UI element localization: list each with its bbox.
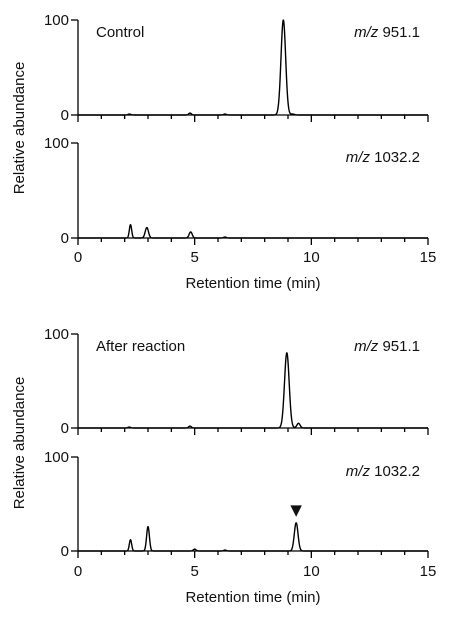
mz-prefix: m/z: [346, 149, 371, 166]
mz-value: 951.1: [378, 24, 420, 41]
y-tick-label: 0: [61, 107, 69, 124]
y-axis-title: Relative abundance: [11, 377, 28, 510]
x-tick-label: 5: [190, 249, 198, 266]
x-tick-label: 0: [74, 563, 82, 580]
mz-label: m/z 1032.2: [346, 463, 420, 480]
mz-value: 1032.2: [370, 149, 420, 166]
x-tick-label: 5: [190, 563, 198, 580]
y-tick-label: 100: [44, 326, 69, 343]
condition-label: Control: [96, 24, 144, 41]
y-tick-label: 100: [44, 449, 69, 466]
x-axis-title: Retention time (min): [185, 275, 320, 292]
x-axis-title: Retention time (min): [185, 589, 320, 606]
y-tick-label: 0: [61, 543, 69, 560]
condition-label: After reaction: [96, 338, 185, 355]
mz-label: m/z 951.1: [354, 24, 420, 41]
mz-prefix: m/z: [354, 338, 379, 355]
x-tick-label: 10: [303, 249, 320, 266]
peak-marker-arrow: ▼: [290, 501, 302, 519]
mz-label: m/z 951.1: [354, 338, 420, 355]
mz-prefix: m/z: [346, 463, 371, 480]
chromatogram-trace: [77, 19, 429, 116]
mz-label: m/z 1032.2: [346, 149, 420, 166]
x-tick-label: 15: [420, 563, 437, 580]
chromatogram-trace: [77, 522, 429, 552]
y-tick-label: 0: [61, 420, 69, 437]
y-tick-label: 100: [44, 12, 69, 29]
mz-value: 951.1: [378, 338, 420, 355]
y-axis-title: Relative abundance: [11, 62, 28, 195]
y-tick-label: 0: [61, 230, 69, 247]
chromatogram-trace: [77, 352, 429, 429]
y-tick-label: 100: [44, 135, 69, 152]
chromatogram-trace: [77, 223, 429, 239]
mz-prefix: m/z: [354, 24, 379, 41]
x-tick-label: 10: [303, 563, 320, 580]
x-tick-label: 0: [74, 249, 82, 266]
x-tick-label: 15: [420, 249, 437, 266]
mz-value: 1032.2: [370, 463, 420, 480]
